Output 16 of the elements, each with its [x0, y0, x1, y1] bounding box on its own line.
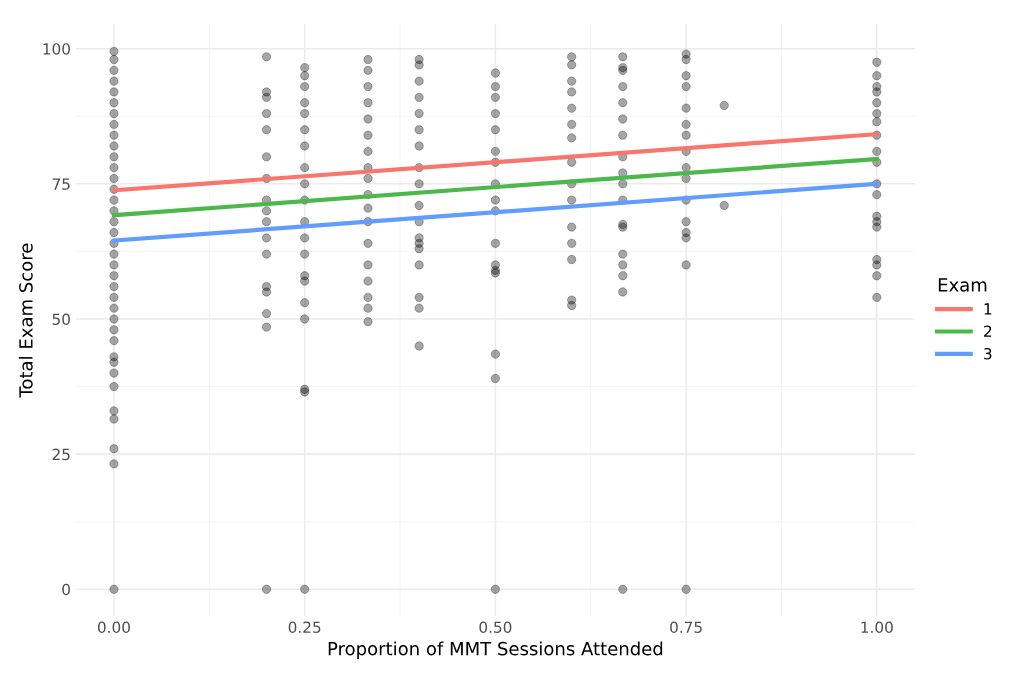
y-axis-title: Total Exam Score	[18, 243, 33, 398]
y-tick-label: 0	[62, 583, 70, 596]
y-tick-label: 50	[52, 313, 70, 326]
x-tick-label: 0.75	[670, 621, 702, 633]
legend-label: 1	[984, 303, 992, 315]
x-tick-label: 0.50	[479, 621, 512, 633]
x-tick-label: 0.00	[97, 621, 130, 633]
legend-title: Exam	[938, 278, 987, 292]
y-tick-label: 25	[52, 448, 70, 461]
x-tick-label: 0.25	[288, 621, 321, 633]
legend-label: 2	[984, 325, 992, 337]
x-tick-label: 1.00	[861, 621, 893, 633]
legend-label: 3	[984, 347, 992, 360]
y-tick-label: 100	[43, 43, 70, 55]
y-tick-label: 75	[52, 178, 70, 190]
x-axis-title: Proportion of MMT Sessions Attended	[328, 641, 663, 659]
